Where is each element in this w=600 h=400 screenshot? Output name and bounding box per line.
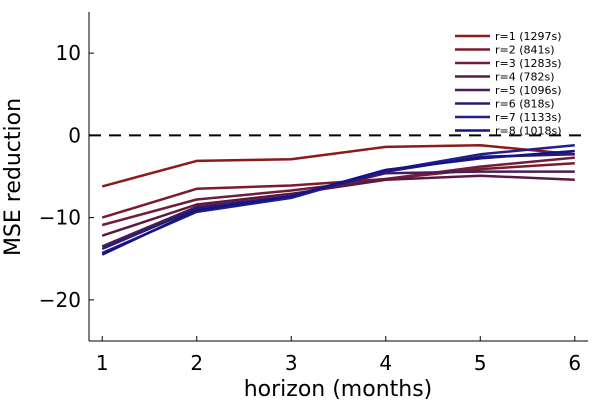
plot-frame bbox=[88, 12, 588, 342]
y-axis-label: MSE reduction bbox=[1, 98, 26, 256]
y-tick-label: −20 bbox=[39, 288, 81, 312]
y-tick-label: 10 bbox=[56, 41, 81, 65]
series-line-r7 bbox=[101, 143, 575, 255]
legend: r=1 (1297s)r=2 (841s)r=3 (1283s)r=4 (782… bbox=[455, 30, 562, 138]
series-line-r1 bbox=[101, 143, 575, 188]
x-tick-label: 1 bbox=[96, 351, 109, 375]
x-tick-label: 5 bbox=[474, 351, 487, 375]
legend-label: r=7 (1133s) bbox=[495, 111, 562, 124]
series-layer bbox=[101, 143, 575, 256]
legend-label: r=1 (1297s) bbox=[495, 30, 562, 43]
y-tick-label: −10 bbox=[39, 206, 81, 230]
legend-label: r=8 (1018s) bbox=[495, 125, 562, 138]
x-tick-label: 6 bbox=[568, 351, 581, 375]
series-line-r8 bbox=[101, 149, 575, 256]
series-line-r4 bbox=[101, 174, 575, 237]
legend-label: r=4 (782s) bbox=[495, 71, 555, 84]
x-tick-label: 3 bbox=[285, 351, 298, 375]
legend-label: r=2 (841s) bbox=[495, 44, 555, 57]
legend-label: r=5 (1096s) bbox=[495, 84, 562, 97]
legend-label: r=6 (818s) bbox=[495, 98, 555, 111]
ticks-layer: 1 2 3 4 5 6 10 0 −10 −20 bbox=[39, 41, 581, 375]
legend-label: r=3 (1283s) bbox=[495, 57, 562, 70]
y-tick-label: 0 bbox=[68, 123, 81, 147]
x-tick-label: 4 bbox=[379, 351, 392, 375]
x-tick-label: 2 bbox=[190, 351, 203, 375]
x-axis-label: horizon (months) bbox=[244, 377, 433, 400]
